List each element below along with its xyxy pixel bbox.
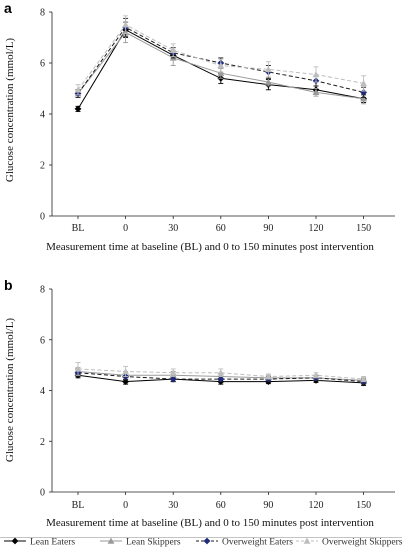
- x-tick-label-b: 150: [356, 500, 371, 511]
- series-overweight-skippers-a: [74, 15, 367, 96]
- data-point-overweight-skippers: [74, 365, 82, 372]
- x-tick-label-a: 150: [356, 223, 371, 234]
- panel-b: b Glucose concentration (mmol/L) 0 2 4 6 8 BL…: [4, 277, 395, 529]
- data-point-overweight-skippers: [360, 80, 367, 87]
- y-tick-label-a: 4: [40, 110, 45, 121]
- data-point-lean-skippers: [360, 95, 367, 102]
- x-tick-label-a: 60: [216, 223, 226, 234]
- x-axis-title-b: Measurement time at baseline (BL) and 0 …: [46, 517, 374, 529]
- plot-area-a: 0 2 4 6 8 BL 0 30 60 90 120 150: [40, 8, 395, 234]
- legend-item-overweight-eaters: Overweight Eaters: [196, 538, 293, 547]
- y-tick-label-b: 0: [40, 488, 45, 499]
- data-point-overweight-eaters: [217, 375, 225, 383]
- data-point-overweight-skippers: [217, 62, 225, 69]
- y-tick-label-a: 2: [40, 161, 45, 172]
- data-point-overweight-skippers: [122, 368, 129, 375]
- y-tick-label-a: 0: [40, 212, 45, 223]
- data-point-overweight-skippers: [265, 65, 272, 73]
- y-tick-label-b: 2: [40, 437, 45, 448]
- data-point-overweight-skippers: [122, 21, 129, 28]
- legend-label: Overweight Skippers: [322, 538, 402, 547]
- x-axis-title-a: Measurement time at baseline (BL) and 0 …: [46, 241, 374, 253]
- y-axis-title-a: Glucose concentration (mmol/L): [4, 38, 16, 183]
- x-tick-label-b: 0: [123, 500, 128, 511]
- data-point-lean-skippers: [217, 69, 225, 76]
- x-tick-label-a: 0: [123, 223, 128, 234]
- series-overweight-eaters-a: [74, 17, 367, 98]
- y-tick-label-a: 8: [40, 8, 45, 19]
- y-tick-label-b: 6: [40, 335, 45, 346]
- legend-swatch-marker: [203, 537, 211, 545]
- panel-letter-a: a: [4, 0, 12, 16]
- data-point-overweight-eaters: [169, 375, 177, 383]
- legend-swatch-marker: [303, 537, 311, 544]
- x-tick-label-a: BL: [72, 223, 85, 234]
- data-point-lean-eaters: [74, 105, 82, 113]
- data-point-overweight-skippers: [312, 371, 320, 378]
- data-point-overweight-skippers: [74, 86, 82, 93]
- data-point-overweight-skippers: [217, 369, 225, 376]
- legend-swatch-marker: [11, 537, 19, 545]
- x-tick-label-b: BL: [72, 500, 85, 511]
- panel-letter-b: b: [4, 277, 13, 293]
- legend: Lean Eaters Lean Skippers Overweight Eater…: [0, 537, 402, 547]
- x-tick-label-a: 120: [309, 223, 324, 234]
- legend-item-lean-skippers: Lean Skippers: [100, 538, 181, 547]
- x-tick-label-b: 120: [309, 500, 324, 511]
- data-point-overweight-skippers: [169, 46, 177, 53]
- legend-item-lean-eaters: Lean Eaters: [4, 538, 75, 547]
- data-point-overweight-skippers: [312, 71, 320, 78]
- data-point-lean-skippers: [265, 78, 272, 85]
- data-point-overweight-skippers: [265, 373, 272, 380]
- y-tick-label-a: 6: [40, 59, 45, 70]
- legend-label: Lean Skippers: [126, 538, 181, 547]
- data-point-overweight-skippers: [169, 369, 177, 376]
- y-axis-title-b: Glucose concentration (mmol/L): [4, 318, 16, 463]
- series-overweight-skippers-b: [74, 362, 367, 383]
- x-tick-label-b: 90: [263, 500, 273, 511]
- panel-a: a Glucose concentration (mmol/L) 0 2 4 6 8 BL…: [4, 0, 395, 253]
- legend-label: Lean Eaters: [30, 538, 75, 547]
- legend-swatch-marker: [107, 537, 115, 544]
- x-tick-label-a: 30: [168, 223, 178, 234]
- plot-area-b: 0 2 4 6 8 BL 0 30 60 90 120 150: [40, 285, 395, 511]
- x-tick-label-b: 60: [216, 500, 226, 511]
- data-point-overweight-skippers: [360, 375, 367, 382]
- x-tick-label-b: 30: [168, 500, 178, 511]
- data-point-lean-skippers: [312, 88, 320, 96]
- legend-label: Overweight Eaters: [222, 538, 293, 547]
- legend-item-overweight-skippers: Overweight Skippers: [296, 538, 402, 547]
- y-tick-label-b: 4: [40, 386, 45, 397]
- x-tick-label-a: 90: [263, 223, 273, 234]
- y-tick-label-b: 8: [40, 285, 45, 296]
